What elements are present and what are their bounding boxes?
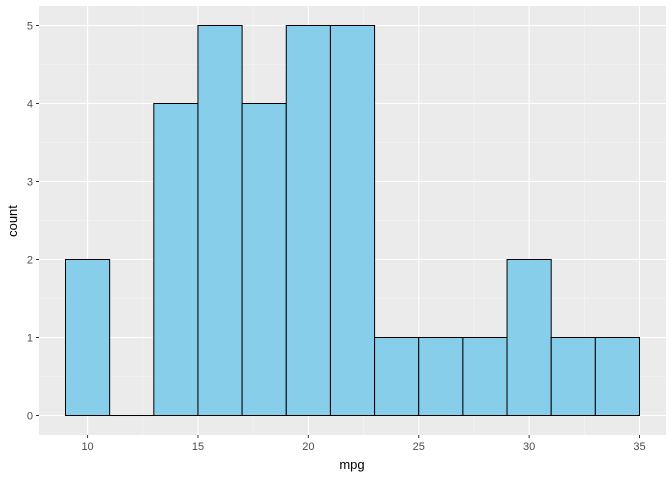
y-tick-label: 2 bbox=[27, 255, 33, 267]
histogram-bar bbox=[285, 25, 331, 416]
histogram-bar bbox=[594, 337, 641, 416]
histogram-bar bbox=[197, 25, 243, 416]
histogram-bar bbox=[374, 337, 420, 416]
y-tick-label: 4 bbox=[27, 99, 33, 111]
x-tick-label: 35 bbox=[633, 441, 645, 453]
x-tick-label: 20 bbox=[302, 441, 314, 453]
x-tick-label: 10 bbox=[81, 441, 93, 453]
histogram-bar bbox=[153, 103, 199, 416]
y-tick-label: 5 bbox=[27, 21, 33, 33]
y-tick-label: 1 bbox=[27, 333, 33, 345]
y-tick-label: 3 bbox=[27, 177, 33, 189]
y-tick-label: 0 bbox=[27, 411, 33, 423]
y-axis-title: count bbox=[5, 205, 20, 237]
histogram-bar bbox=[506, 259, 552, 416]
histogram-bar bbox=[64, 259, 111, 416]
histogram-bar bbox=[550, 337, 596, 416]
x-axis-title: mpg bbox=[339, 457, 364, 472]
histogram-bars bbox=[64, 25, 641, 417]
histogram-bar bbox=[462, 337, 508, 416]
histogram-bar bbox=[418, 337, 464, 416]
x-axis-ticks: 10 15 20 25 30 35 bbox=[81, 435, 646, 453]
histogram-bar bbox=[241, 103, 287, 416]
x-tick-label: 15 bbox=[192, 441, 204, 453]
x-tick-label: 25 bbox=[413, 441, 425, 453]
x-tick-label: 30 bbox=[523, 441, 535, 453]
y-axis-ticks: 0 1 2 3 4 5 bbox=[27, 21, 39, 423]
histogram-bar bbox=[329, 25, 376, 416]
